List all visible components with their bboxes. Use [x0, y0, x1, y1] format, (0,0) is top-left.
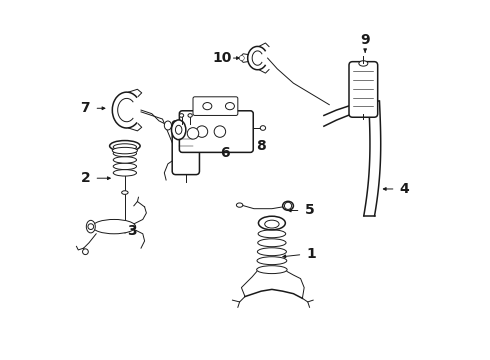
Ellipse shape [258, 230, 286, 238]
Ellipse shape [175, 125, 182, 134]
Circle shape [285, 202, 292, 210]
Circle shape [187, 128, 199, 139]
Circle shape [88, 224, 94, 229]
Ellipse shape [164, 121, 171, 130]
Ellipse shape [179, 114, 184, 117]
Text: 5: 5 [305, 203, 315, 217]
Circle shape [239, 55, 245, 60]
Text: 2: 2 [80, 171, 90, 185]
Text: 3: 3 [127, 224, 137, 238]
Ellipse shape [203, 103, 212, 110]
Ellipse shape [257, 257, 287, 265]
Ellipse shape [265, 220, 279, 228]
Ellipse shape [188, 114, 192, 117]
Text: 1: 1 [306, 247, 316, 261]
Text: 9: 9 [360, 33, 370, 47]
FancyBboxPatch shape [172, 121, 199, 175]
Ellipse shape [86, 220, 95, 233]
Ellipse shape [112, 147, 137, 154]
Ellipse shape [258, 216, 285, 230]
Ellipse shape [110, 140, 140, 151]
Ellipse shape [257, 266, 287, 274]
Ellipse shape [258, 239, 286, 247]
Text: 10: 10 [212, 51, 231, 65]
FancyBboxPatch shape [349, 62, 378, 117]
Ellipse shape [283, 201, 294, 210]
Circle shape [82, 249, 88, 255]
Ellipse shape [113, 157, 137, 163]
Ellipse shape [122, 191, 128, 194]
FancyBboxPatch shape [193, 97, 238, 116]
Ellipse shape [257, 248, 287, 256]
Ellipse shape [172, 120, 186, 140]
Text: 8: 8 [256, 139, 266, 153]
Ellipse shape [93, 220, 136, 234]
Ellipse shape [113, 163, 137, 170]
Ellipse shape [113, 170, 137, 176]
Ellipse shape [225, 103, 234, 110]
Ellipse shape [113, 150, 137, 157]
Text: 4: 4 [400, 182, 410, 196]
FancyBboxPatch shape [179, 111, 253, 152]
Circle shape [214, 126, 225, 137]
Text: 7: 7 [81, 101, 90, 115]
Ellipse shape [260, 126, 266, 130]
Text: 6: 6 [220, 146, 230, 160]
Ellipse shape [236, 203, 243, 207]
Ellipse shape [113, 144, 137, 150]
Circle shape [196, 126, 208, 137]
Ellipse shape [359, 61, 368, 66]
